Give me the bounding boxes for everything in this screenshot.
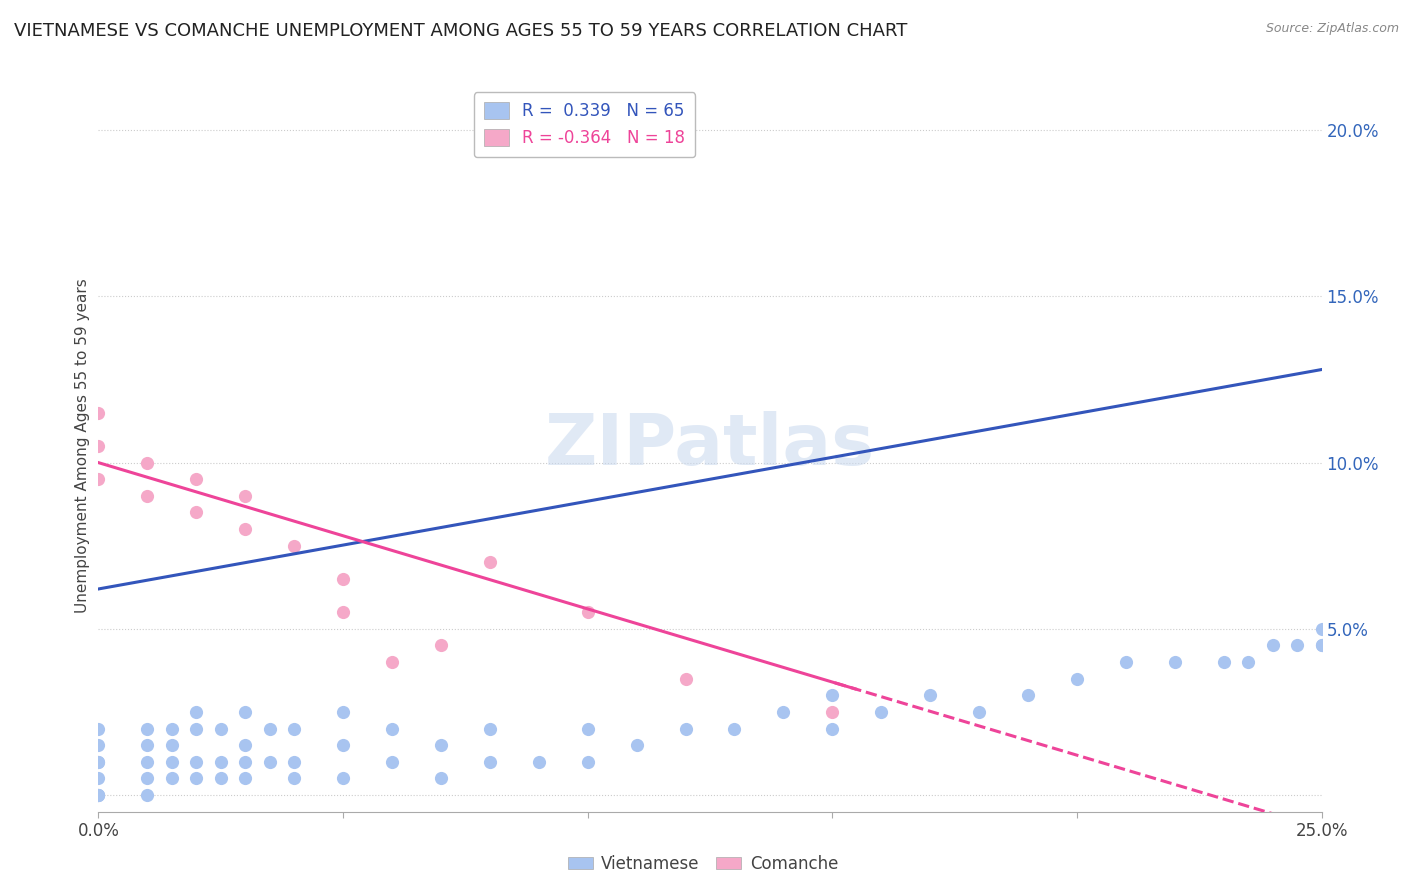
Point (527, 755, 550, 769)
Point (821, 722, 844, 736)
Point (1066, 672, 1088, 686)
Point (160, 722, 183, 736)
Point (967, 705, 990, 719)
Point (478, 722, 501, 736)
Point (332, 772, 354, 786)
Point (160, 738, 183, 752)
Point (87, 788, 110, 802)
Point (381, 655, 404, 669)
Point (283, 539, 305, 553)
Point (136, 755, 159, 769)
Point (332, 572, 354, 586)
Point (675, 722, 697, 736)
Point (381, 722, 404, 736)
Point (1017, 689, 1039, 703)
Point (136, 722, 159, 736)
Point (723, 722, 745, 736)
Point (675, 672, 697, 686)
Text: Source: ZipAtlas.com: Source: ZipAtlas.com (1265, 22, 1399, 36)
Point (186, 506, 208, 520)
Point (920, 689, 942, 703)
Point (136, 738, 159, 752)
Point (430, 772, 453, 786)
Point (233, 772, 256, 786)
Point (1212, 655, 1234, 669)
Point (186, 722, 208, 736)
Point (283, 722, 305, 736)
Point (332, 705, 354, 719)
Point (160, 755, 183, 769)
Point (136, 772, 159, 786)
Point (233, 489, 256, 503)
Point (186, 772, 208, 786)
Point (576, 755, 599, 769)
Point (136, 456, 159, 470)
Point (87, 439, 110, 453)
Point (283, 772, 305, 786)
Point (478, 755, 501, 769)
Point (332, 605, 354, 619)
Point (209, 755, 232, 769)
Point (870, 705, 893, 719)
Point (87, 738, 110, 752)
Y-axis label: Unemployment Among Ages 55 to 59 years: Unemployment Among Ages 55 to 59 years (75, 278, 90, 614)
Point (381, 755, 404, 769)
Point (576, 605, 599, 619)
Point (233, 738, 256, 752)
Point (87, 406, 110, 420)
Point (259, 755, 281, 769)
Point (1286, 639, 1309, 653)
Point (1261, 639, 1284, 653)
Point (87, 755, 110, 769)
Point (1164, 655, 1187, 669)
Legend: Vietnamese, Comanche: Vietnamese, Comanche (561, 848, 845, 880)
Point (332, 738, 354, 752)
Point (821, 689, 844, 703)
Point (821, 705, 844, 719)
Point (87, 472, 110, 486)
Point (186, 472, 208, 486)
Text: VIETNAMESE VS COMANCHE UNEMPLOYMENT AMONG AGES 55 TO 59 YEARS CORRELATION CHART: VIETNAMESE VS COMANCHE UNEMPLOYMENT AMON… (14, 22, 907, 40)
Point (1310, 639, 1333, 653)
Point (87, 755, 110, 769)
Point (160, 772, 183, 786)
Point (478, 555, 501, 569)
Point (87, 788, 110, 802)
Point (1310, 622, 1333, 636)
Point (209, 722, 232, 736)
Point (1237, 655, 1260, 669)
Point (87, 722, 110, 736)
Point (233, 755, 256, 769)
Point (1115, 655, 1137, 669)
Point (1310, 639, 1333, 653)
Point (576, 722, 599, 736)
Point (430, 738, 453, 752)
Legend: R =  0.339   N = 65, R = -0.364   N = 18: R = 0.339 N = 65, R = -0.364 N = 18 (474, 92, 695, 157)
Point (209, 772, 232, 786)
Point (233, 705, 256, 719)
Point (136, 489, 159, 503)
Point (186, 705, 208, 719)
Point (283, 755, 305, 769)
Point (626, 738, 648, 752)
Text: ZIPatlas: ZIPatlas (546, 411, 875, 481)
Point (136, 788, 159, 802)
Point (233, 522, 256, 536)
Point (186, 755, 208, 769)
Point (772, 705, 794, 719)
Point (430, 639, 453, 653)
Point (87, 788, 110, 802)
Point (87, 772, 110, 786)
Point (259, 722, 281, 736)
